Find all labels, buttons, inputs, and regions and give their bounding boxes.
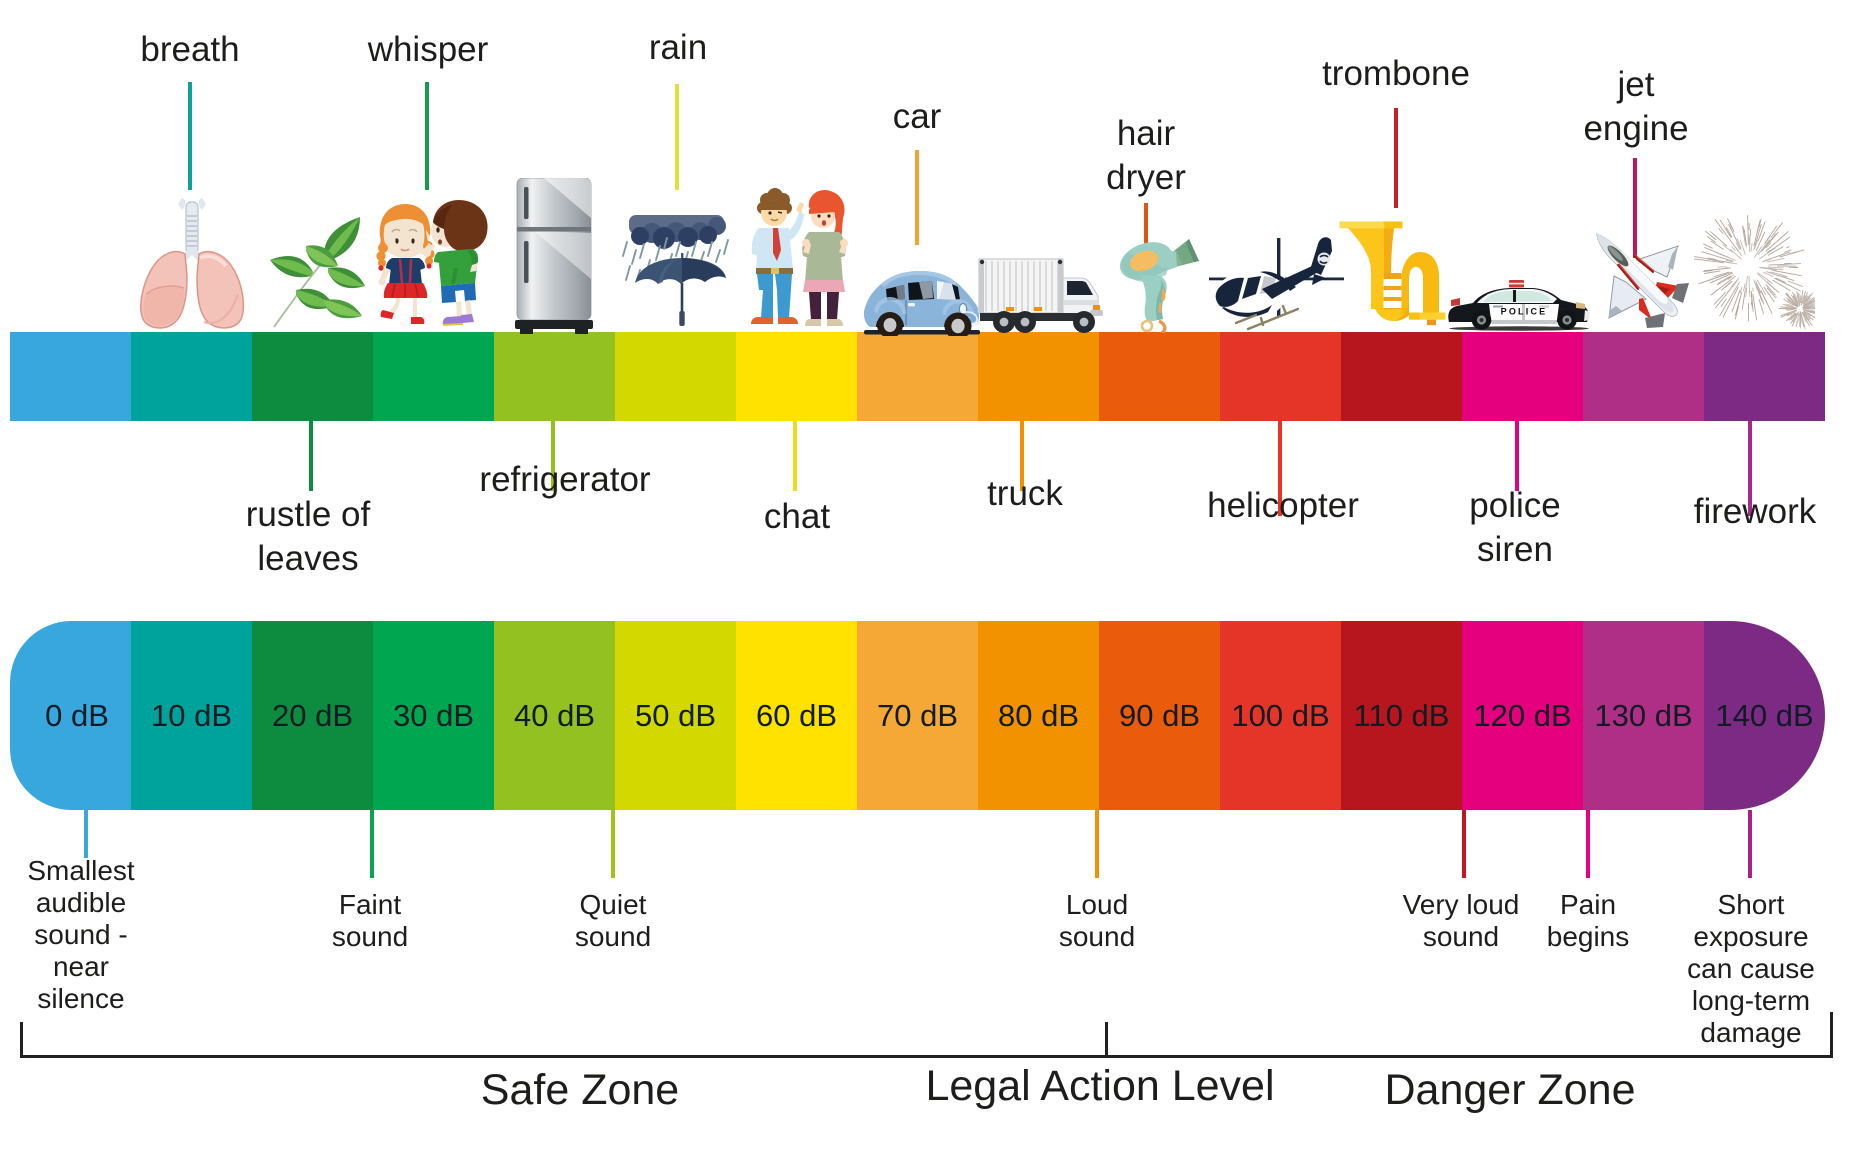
svg-text:POLICE: POLICE <box>1501 307 1548 317</box>
